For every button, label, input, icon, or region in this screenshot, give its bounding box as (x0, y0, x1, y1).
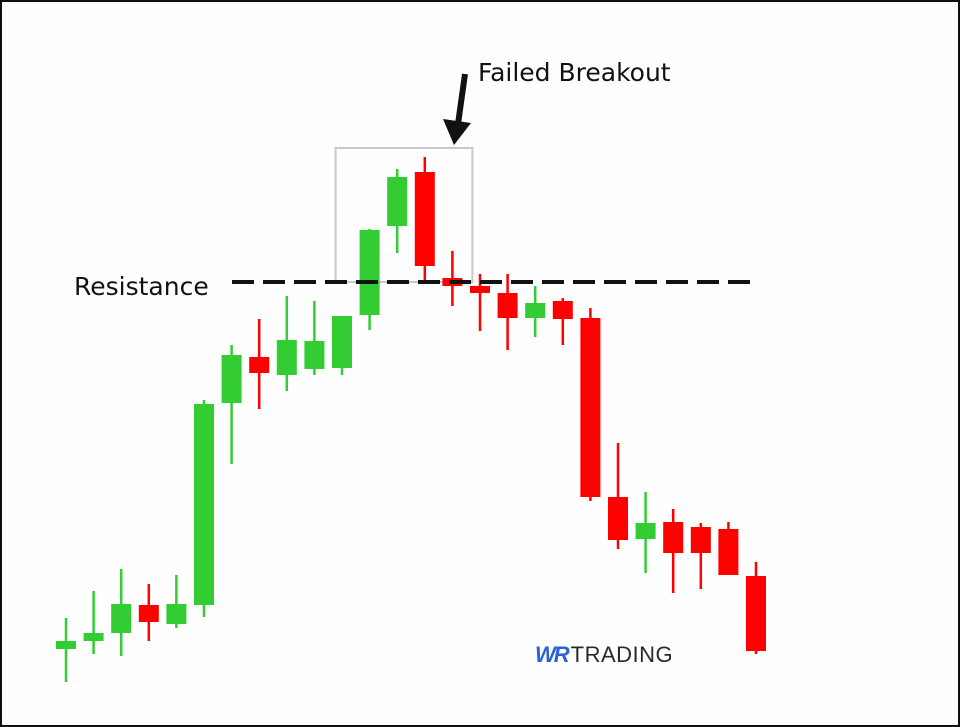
candle-body (111, 604, 132, 633)
candle-25-bearish (718, 522, 739, 575)
logo-trading: TRADING (570, 642, 674, 667)
candle-body (470, 286, 490, 293)
candle-body (387, 177, 408, 226)
candle-23-bearish (663, 509, 684, 593)
candle-body (608, 497, 628, 540)
candle-5-bullish (166, 575, 187, 628)
candle-8-bearish (249, 319, 270, 409)
candle-19-bearish (552, 298, 573, 345)
candles (56, 157, 766, 682)
candle-body (221, 355, 242, 403)
candle-6-bullish (194, 400, 214, 617)
candle-24-bearish (690, 523, 711, 589)
wr-trading-logo: WR TRADING (535, 642, 673, 668)
candle-body (138, 605, 159, 622)
candle-body (304, 341, 325, 369)
candle-18-bullish (525, 286, 546, 337)
candle-12-bullish (359, 229, 380, 330)
arrow-icon (443, 73, 471, 145)
candle-10-bullish (304, 301, 325, 375)
candle-body (663, 522, 684, 553)
candle-body (552, 301, 573, 319)
candle-9-bullish (276, 296, 297, 391)
candle-body (690, 527, 711, 553)
candle-body (718, 529, 739, 575)
candle-body (276, 340, 297, 375)
candle-15-bearish (442, 251, 463, 306)
failed-breakout-label: Failed Breakout (478, 58, 671, 87)
candle-body (332, 316, 352, 368)
candle-21-bearish (608, 443, 628, 549)
candle-3-bullish (111, 569, 132, 656)
candle-body (580, 318, 601, 497)
candle-body (166, 604, 187, 624)
candle-body (194, 404, 214, 605)
candle-body (56, 641, 76, 649)
candle-body (414, 172, 435, 266)
candle-22-bullish (635, 492, 656, 573)
candle-7-bullish (221, 345, 242, 464)
candle-body (83, 633, 104, 641)
candle-4-bearish (138, 584, 159, 641)
candle-body (497, 293, 518, 318)
candle-14-bearish (414, 157, 435, 280)
candle-17-bearish (497, 274, 518, 350)
candle-20-bearish (580, 308, 601, 501)
candle-26-bearish (746, 562, 766, 654)
candle-1-bullish (56, 618, 76, 682)
logo-wr: WR (535, 642, 570, 667)
candle-11-bullish (332, 316, 352, 375)
resistance-label: Resistance (74, 272, 209, 301)
candle-2-bullish (83, 591, 104, 654)
candle-body (359, 230, 380, 315)
candle-13-bullish (387, 169, 408, 253)
candle-body (525, 303, 546, 318)
candle-body (746, 576, 766, 651)
candle-body (635, 523, 656, 539)
candle-body (249, 357, 270, 373)
